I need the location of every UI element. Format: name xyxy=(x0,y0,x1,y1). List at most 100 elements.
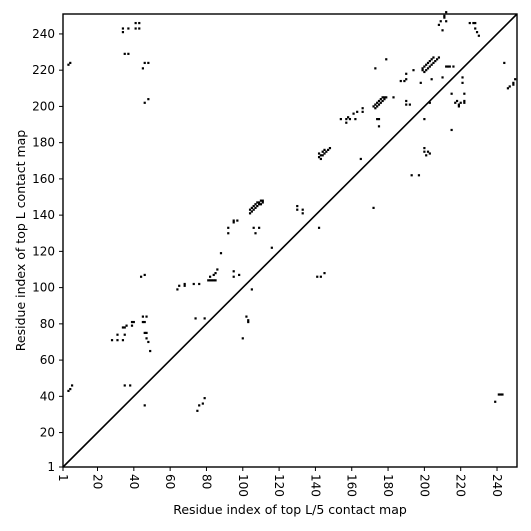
contact-point xyxy=(134,21,137,25)
contact-point xyxy=(445,11,448,14)
contact-point xyxy=(514,78,517,81)
contact-point xyxy=(254,203,257,206)
contact-point xyxy=(379,98,382,101)
contact-point xyxy=(132,320,135,324)
contact-point xyxy=(345,118,348,121)
contact-point xyxy=(301,208,304,211)
contact-point xyxy=(352,112,355,115)
contact-point xyxy=(319,157,322,161)
contact-point xyxy=(425,154,428,157)
contact-point xyxy=(183,282,186,286)
contact-point xyxy=(474,27,477,30)
contact-point xyxy=(250,288,253,291)
contact-point xyxy=(423,146,426,150)
contact-point xyxy=(497,393,500,396)
contact-point xyxy=(405,78,408,81)
contact-point xyxy=(196,409,199,412)
contact-point xyxy=(183,284,186,287)
contact-point xyxy=(446,65,450,68)
contact-point xyxy=(376,105,379,108)
contact-point xyxy=(450,128,453,132)
contact-point xyxy=(129,384,132,387)
contact-point xyxy=(261,201,264,204)
contact-point xyxy=(227,232,230,235)
contact-point xyxy=(512,81,515,84)
contact-point xyxy=(259,199,263,202)
contact-point xyxy=(430,58,433,61)
contact-point xyxy=(145,331,148,335)
contact-point xyxy=(432,56,435,59)
contact-point xyxy=(143,101,146,104)
contact-point xyxy=(323,148,326,151)
contact-point xyxy=(428,152,431,155)
contact-point xyxy=(405,99,408,103)
contact-point xyxy=(212,273,215,277)
contact-point xyxy=(252,204,255,208)
x-axis-ticks: 1 20 40 60 80 100 120 140 160 180 200 220 240 xyxy=(56,467,504,497)
contact-point xyxy=(258,203,261,206)
contact-point xyxy=(403,79,406,83)
contact-point xyxy=(383,96,386,99)
contact-point xyxy=(356,110,359,113)
contact-point xyxy=(219,252,223,255)
x-tick-label: 220 xyxy=(454,474,468,497)
contact-point xyxy=(212,279,215,282)
contact-point xyxy=(69,387,72,391)
contact-point xyxy=(428,101,431,104)
contact-point xyxy=(123,326,126,329)
contact-point xyxy=(248,208,252,211)
contact-point xyxy=(141,320,144,324)
contact-point xyxy=(121,27,125,30)
contact-point xyxy=(216,268,219,271)
x-tick-label: 80 xyxy=(199,474,213,489)
y-tick-label: 140 xyxy=(32,208,55,222)
contact-point xyxy=(232,221,235,224)
contact-point xyxy=(508,85,511,88)
contact-point xyxy=(323,152,326,155)
contact-point xyxy=(138,21,141,25)
contact-point xyxy=(359,157,362,161)
contact-point xyxy=(354,118,357,121)
contact-point xyxy=(412,69,415,72)
contact-point xyxy=(317,152,321,155)
y-tick-label: 220 xyxy=(32,63,55,77)
contact-point xyxy=(512,83,515,86)
contact-point xyxy=(116,339,119,342)
contact-point xyxy=(252,208,255,211)
contact-point xyxy=(178,284,181,287)
y-tick-label: 240 xyxy=(32,27,55,41)
y-tick-label: 180 xyxy=(32,136,55,150)
contact-point xyxy=(468,21,471,25)
contact-point xyxy=(207,279,210,282)
contact-point xyxy=(247,319,250,322)
contact-point xyxy=(376,118,379,121)
contact-point xyxy=(319,275,322,278)
contact-point xyxy=(198,282,201,286)
contact-point xyxy=(472,21,475,25)
contact-point xyxy=(147,61,150,65)
contact-point xyxy=(145,337,148,340)
contact-point xyxy=(443,14,446,17)
contact-point xyxy=(379,101,382,104)
contact-point xyxy=(248,212,252,215)
contact-point xyxy=(247,320,250,324)
contact-point xyxy=(227,226,230,229)
contact-point xyxy=(210,279,214,282)
contact-point xyxy=(192,282,195,286)
contact-point xyxy=(67,63,70,66)
contact-point xyxy=(448,65,451,68)
contact-point xyxy=(430,63,433,66)
x-tick-label: 180 xyxy=(381,474,395,497)
y-tick-label: 200 xyxy=(32,99,55,113)
contact-point xyxy=(328,146,332,150)
contact-point xyxy=(372,105,375,108)
y-tick-label: 120 xyxy=(32,244,55,258)
contact-point xyxy=(123,384,126,387)
contact-point xyxy=(125,324,128,327)
contact-point xyxy=(301,212,304,215)
contact-point xyxy=(130,320,134,324)
contact-point xyxy=(419,81,422,84)
contact-point xyxy=(474,21,477,25)
contact-point xyxy=(198,404,201,407)
